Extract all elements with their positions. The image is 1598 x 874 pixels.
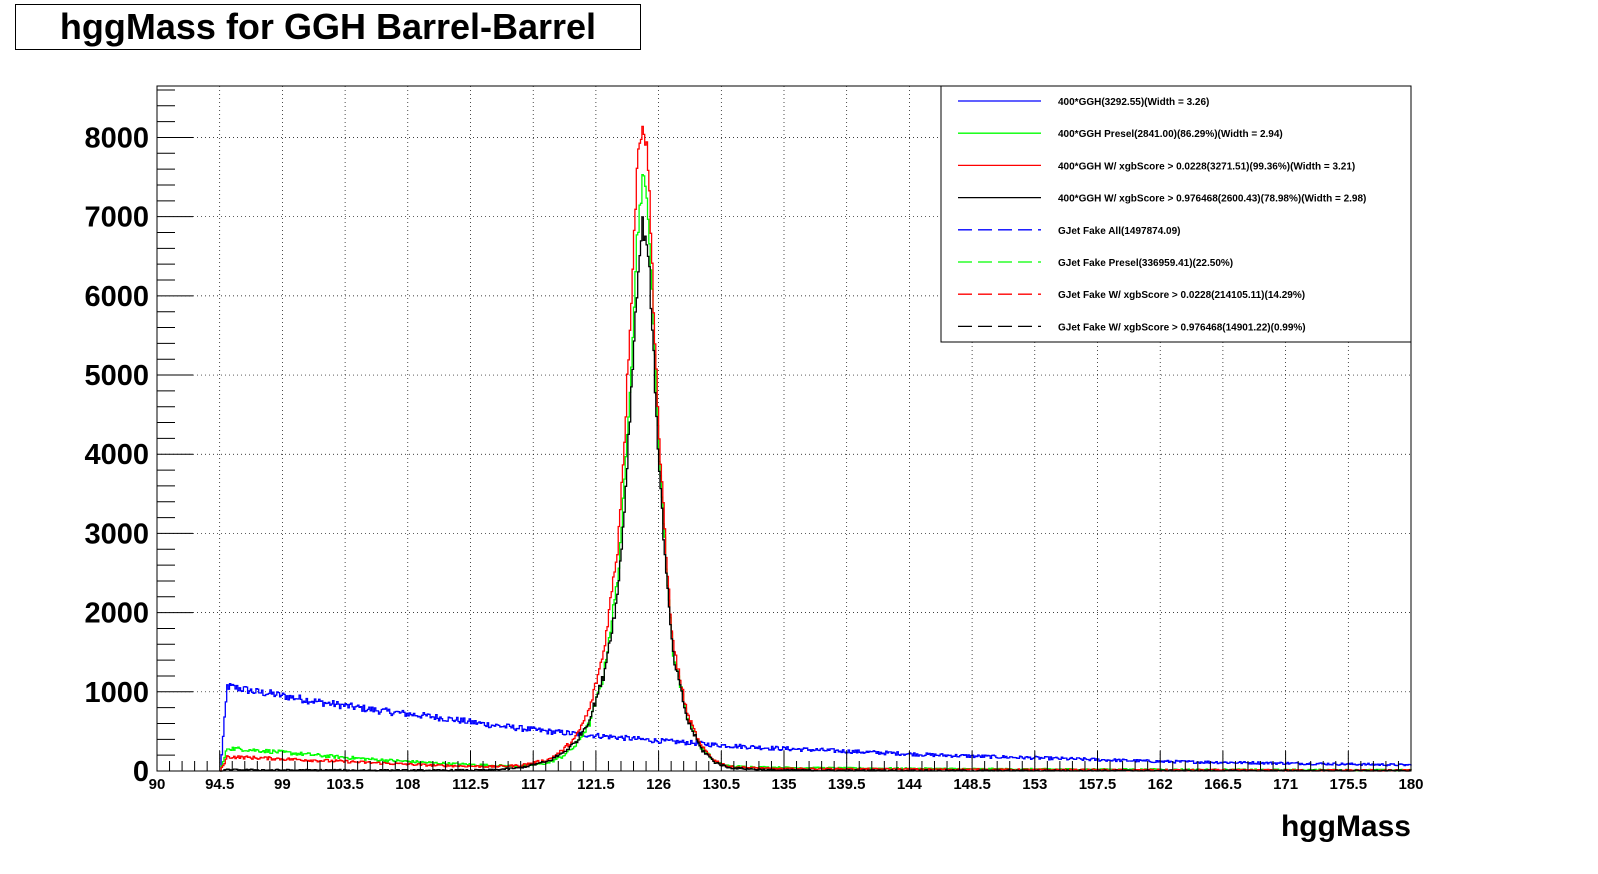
x-tick-label: 90 [149,776,166,793]
legend-box [940,85,1412,343]
x-axis-title: hggMass [1281,810,1411,843]
x-tick-label: 94.5 [205,776,234,793]
x-tick-label: 180 [1398,776,1423,793]
y-tick-label: 8000 [84,122,149,154]
y-tick-label: 5000 [84,360,149,392]
chart-title: hggMass for GGH Barrel-Barrel [59,6,597,47]
x-tick-label: 144 [897,776,923,793]
legend-entry-label: GJet Fake W/ xgbScore > 0.976468(14901.2… [1058,322,1306,333]
chart-title-box: hggMass for GGH Barrel-Barrel [15,4,641,50]
series-line-3 [219,216,1412,772]
legend-entry-label: 400*GGH(3292.55)(Width = 3.26) [1058,97,1209,108]
y-tick-label: 1000 [84,677,149,709]
legend-entry-label: 400*GGH Presel(2841.00)(86.29%)(Width = … [1058,129,1283,140]
legend: 400*GGH(3292.55)(Width = 3.26) 400*GGH Pr… [940,85,1412,343]
x-tick-label: 166.5 [1204,776,1242,793]
x-tick-label: 162 [1148,776,1173,793]
series-line-0 [219,682,1412,772]
x-tick-label: 130.5 [703,776,741,793]
x-tick-label: 148.5 [953,776,991,793]
x-tick-label: 157.5 [1079,776,1117,793]
y-tick-label: 7000 [84,202,149,234]
x-tick-label: 171 [1273,776,1298,793]
x-tick-label: 139.5 [828,776,866,793]
x-tick-label: 175.5 [1330,776,1368,793]
legend-entry-label: 400*GGH W/ xgbScore > 0.0228(3271.51)(99… [1058,161,1355,172]
x-tick-label: 108 [395,776,420,793]
y-tick-label: 3000 [84,518,149,550]
x-tick-label: 135 [771,776,796,793]
axes: 90 94.5 99 103.5 108 112.5 117 121.5 126 130.5 135… [84,89,1424,793]
x-tick-label: 117 [521,776,545,793]
y-tick-label: 2000 [84,598,149,630]
legend-entry-label: GJet Fake Presel(336959.41)(22.50%) [1058,258,1233,269]
y-tick-label: 0 [133,756,149,788]
x-tick-label: 126 [646,776,671,793]
x-tick-label: 112.5 [452,776,489,793]
x-tick-label: 121.5 [577,776,615,793]
x-tick-label: 153 [1022,776,1047,793]
legend-entry-label: 400*GGH W/ xgbScore > 0.976468(2600.43)(… [1058,194,1366,205]
legend-entry-label: GJet Fake W/ xgbScore > 0.0228(214105.11… [1058,290,1305,301]
x-tick-label: 103.5 [326,776,364,793]
y-tick-label: 4000 [84,439,149,471]
x-tick-label: 99 [274,776,291,793]
y-tick-label: 6000 [84,281,149,313]
legend-entry-label: GJet Fake All(1497874.09) [1058,226,1180,237]
